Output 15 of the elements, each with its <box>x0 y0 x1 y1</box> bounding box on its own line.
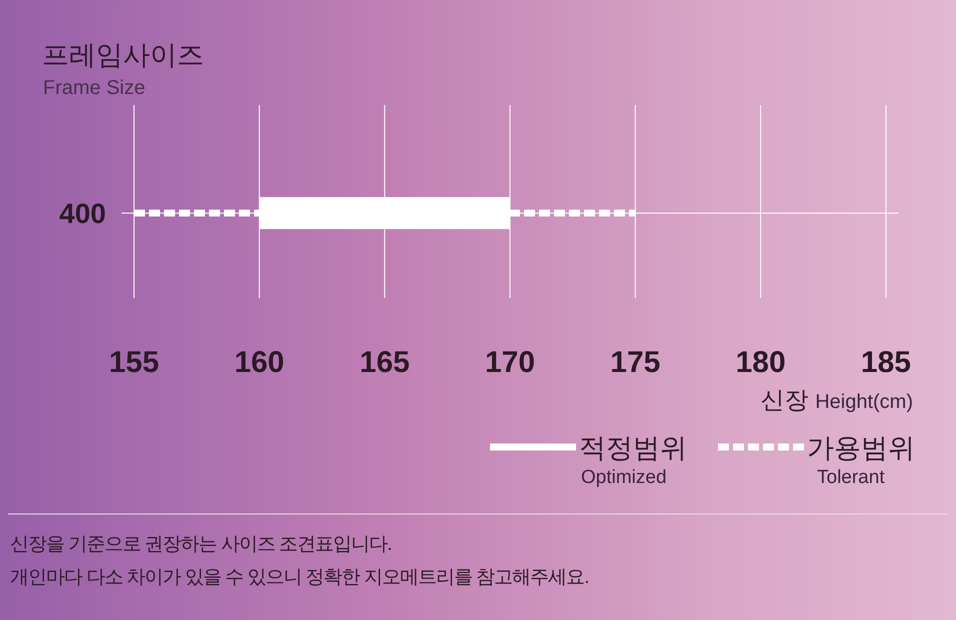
x-axis-title: 신장 Height(cm) <box>760 387 913 414</box>
chart-title: 프레임사이즈 <box>42 40 204 70</box>
y-tick-label: 400 <box>59 198 106 230</box>
x-tick-label: 175 <box>610 346 660 379</box>
x-tick-label: 185 <box>860 346 911 379</box>
x-tick-label: 170 <box>484 346 536 379</box>
legend-label: 적정범위 Optimized <box>579 433 687 488</box>
x-tick-label: 155 <box>109 346 160 379</box>
legend-label: 가용범위 Tolerant <box>807 433 915 488</box>
x-tick-label: 160 <box>234 346 284 379</box>
x-tick-label: 180 <box>736 346 786 379</box>
chart-subtitle: Frame Size <box>43 77 146 99</box>
text: 개인마다 다소 차이가 있을 수 있으니 정확한 지오메트리를 참고해주세요. <box>10 567 589 588</box>
text: 신장을 기준으로 권장하는 사이즈 조견표입니다. <box>10 534 392 555</box>
x-tick-label: 165 <box>360 346 410 379</box>
